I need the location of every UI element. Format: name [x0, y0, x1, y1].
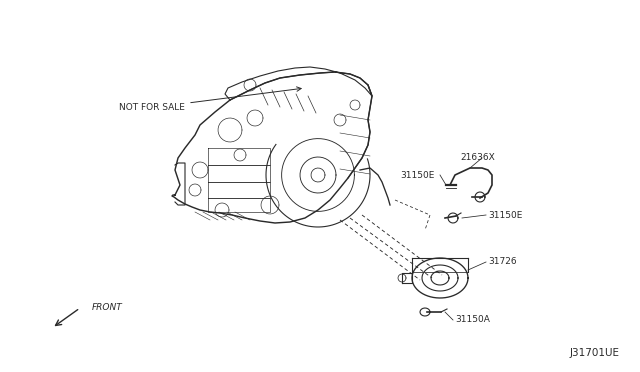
Text: 31150E: 31150E	[400, 170, 435, 180]
Text: 31150A: 31150A	[455, 315, 490, 324]
Text: 31150E: 31150E	[488, 211, 522, 219]
Text: NOT FOR SALE: NOT FOR SALE	[119, 103, 185, 112]
Text: J31701UE: J31701UE	[570, 348, 620, 358]
Text: FRONT: FRONT	[92, 304, 123, 312]
Text: 31726: 31726	[488, 257, 516, 266]
Text: 21636X: 21636X	[460, 154, 495, 163]
